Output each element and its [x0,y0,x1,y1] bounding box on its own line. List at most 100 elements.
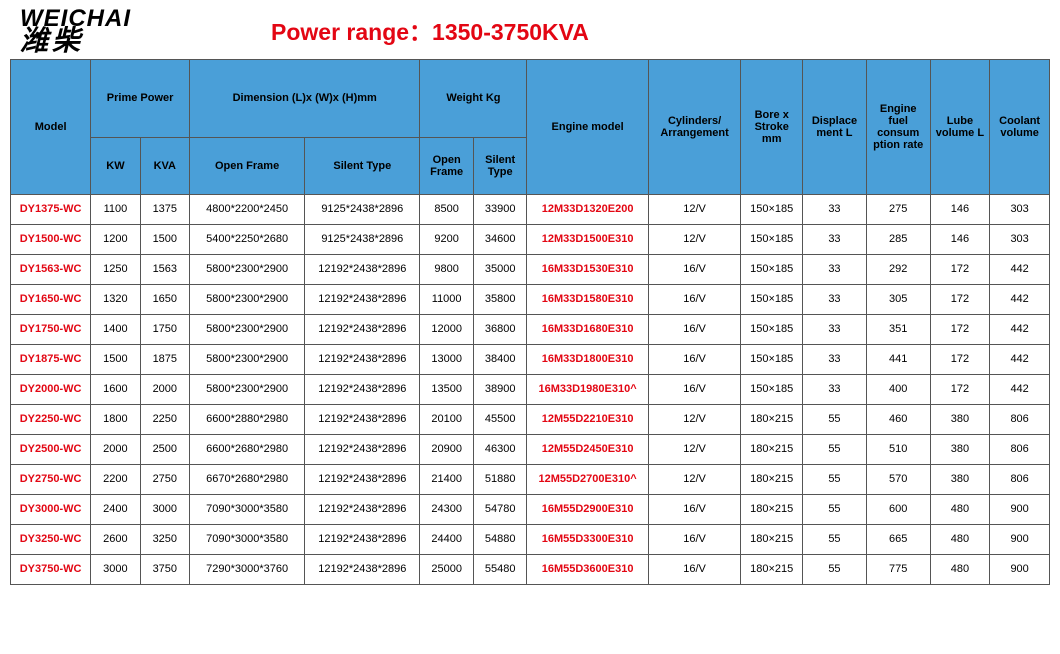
cell-wt_s: 54780 [473,494,526,524]
cell-wt_s: 45500 [473,404,526,434]
cell-dim_o: 7290*3000*3760 [190,554,305,584]
cell-wt_o: 24300 [420,494,473,524]
cell-fuel: 441 [866,344,930,374]
cell-dim_s: 12192*2438*2896 [305,374,420,404]
cell-cyl: 16/V [648,494,741,524]
cell-bore: 150×185 [741,314,803,344]
cell-disp: 55 [803,464,867,494]
cell-wt_o: 12000 [420,314,473,344]
spec-table: Model Prime Power Dimension (L)x (W)x (H… [10,59,1050,585]
cell-cool: 900 [990,554,1050,584]
cell-cyl: 16/V [648,524,741,554]
cell-dim_s: 9125*2438*2896 [305,224,420,254]
cell-bore: 180×215 [741,434,803,464]
cell-wt_s: 55480 [473,554,526,584]
cell-bore: 150×185 [741,254,803,284]
cell-lube: 380 [930,434,990,464]
cell-wt_o: 11000 [420,284,473,314]
cell-kw: 1600 [91,374,140,404]
cell-engine: 16M33D1800E310 [527,344,648,374]
cell-fuel: 460 [866,404,930,434]
cell-kw: 1250 [91,254,140,284]
cell-lube: 480 [930,554,990,584]
cell-cyl: 12/V [648,404,741,434]
cell-model: DY1750-WC [11,314,91,344]
cell-cool: 900 [990,494,1050,524]
cell-model: DY3000-WC [11,494,91,524]
cell-engine: 16M33D1580E310 [527,284,648,314]
cell-kw: 2400 [91,494,140,524]
cell-fuel: 351 [866,314,930,344]
cell-fuel: 570 [866,464,930,494]
cell-kw: 1800 [91,404,140,434]
cell-engine: 12M55D2700E310^ [527,464,648,494]
cell-dim_s: 12192*2438*2896 [305,344,420,374]
cell-kw: 3000 [91,554,140,584]
page: WEICHAI 潍柴 Power range：1350-3750KVA Mode… [0,0,1060,595]
cell-wt_o: 25000 [420,554,473,584]
cell-bore: 150×185 [741,344,803,374]
table-row: DY1500-WC120015005400*2250*26809125*2438… [11,224,1050,254]
cell-wt_s: 46300 [473,434,526,464]
cell-model: DY1650-WC [11,284,91,314]
table-body: DY1375-WC110013754800*2200*24509125*2438… [11,194,1050,584]
cell-bore: 180×215 [741,494,803,524]
cell-lube: 146 [930,194,990,224]
cell-wt_o: 21400 [420,464,473,494]
cell-disp: 55 [803,404,867,434]
cell-cyl: 16/V [648,284,741,314]
cell-disp: 33 [803,344,867,374]
cell-dim_o: 5800*2300*2900 [190,314,305,344]
sub-wt-silent: Silent Type [473,137,526,194]
cell-fuel: 600 [866,494,930,524]
cell-cool: 900 [990,524,1050,554]
cell-engine: 12M33D1320E200 [527,194,648,224]
cell-engine: 16M33D1680E310 [527,314,648,344]
cell-kva: 2500 [140,434,189,464]
cell-bore: 180×215 [741,464,803,494]
cell-dim_s: 12192*2438*2896 [305,284,420,314]
cell-wt_s: 34600 [473,224,526,254]
cell-dim_s: 12192*2438*2896 [305,554,420,584]
table-row: DY3250-WC260032507090*3000*358012192*243… [11,524,1050,554]
cell-lube: 146 [930,224,990,254]
cell-wt_s: 51880 [473,464,526,494]
cell-model: DY2250-WC [11,404,91,434]
cell-bore: 180×215 [741,404,803,434]
cell-disp: 33 [803,194,867,224]
cell-cool: 442 [990,344,1050,374]
cell-fuel: 510 [866,434,930,464]
table-head: Model Prime Power Dimension (L)x (W)x (H… [11,59,1050,194]
cell-dim_s: 12192*2438*2896 [305,404,420,434]
cell-cyl: 12/V [648,194,741,224]
cell-dim_s: 9125*2438*2896 [305,194,420,224]
cell-fuel: 285 [866,224,930,254]
cell-lube: 172 [930,284,990,314]
col-model: Model [11,59,91,194]
cell-model: DY1375-WC [11,194,91,224]
table-row: DY1375-WC110013754800*2200*24509125*2438… [11,194,1050,224]
header: WEICHAI 潍柴 Power range：1350-3750KVA [10,8,1050,53]
cell-model: DY1563-WC [11,254,91,284]
cell-bore: 180×215 [741,524,803,554]
cell-kva: 1375 [140,194,189,224]
cell-kva: 2250 [140,404,189,434]
cell-engine: 16M55D3600E310 [527,554,648,584]
sub-kva: KVA [140,137,189,194]
cell-wt_s: 38400 [473,344,526,374]
cell-dim_o: 6600*2880*2980 [190,404,305,434]
col-bore: Bore x Stroke mm [741,59,803,194]
cell-dim_o: 5800*2300*2900 [190,284,305,314]
cell-lube: 172 [930,254,990,284]
cell-fuel: 400 [866,374,930,404]
cell-disp: 55 [803,554,867,584]
cell-kva: 1750 [140,314,189,344]
cell-wt_s: 33900 [473,194,526,224]
cell-cool: 806 [990,434,1050,464]
cell-model: DY2750-WC [11,464,91,494]
cell-dim_o: 5800*2300*2900 [190,254,305,284]
cell-cool: 806 [990,404,1050,434]
cell-lube: 380 [930,464,990,494]
table-row: DY2000-WC160020005800*2300*290012192*243… [11,374,1050,404]
cell-disp: 33 [803,254,867,284]
